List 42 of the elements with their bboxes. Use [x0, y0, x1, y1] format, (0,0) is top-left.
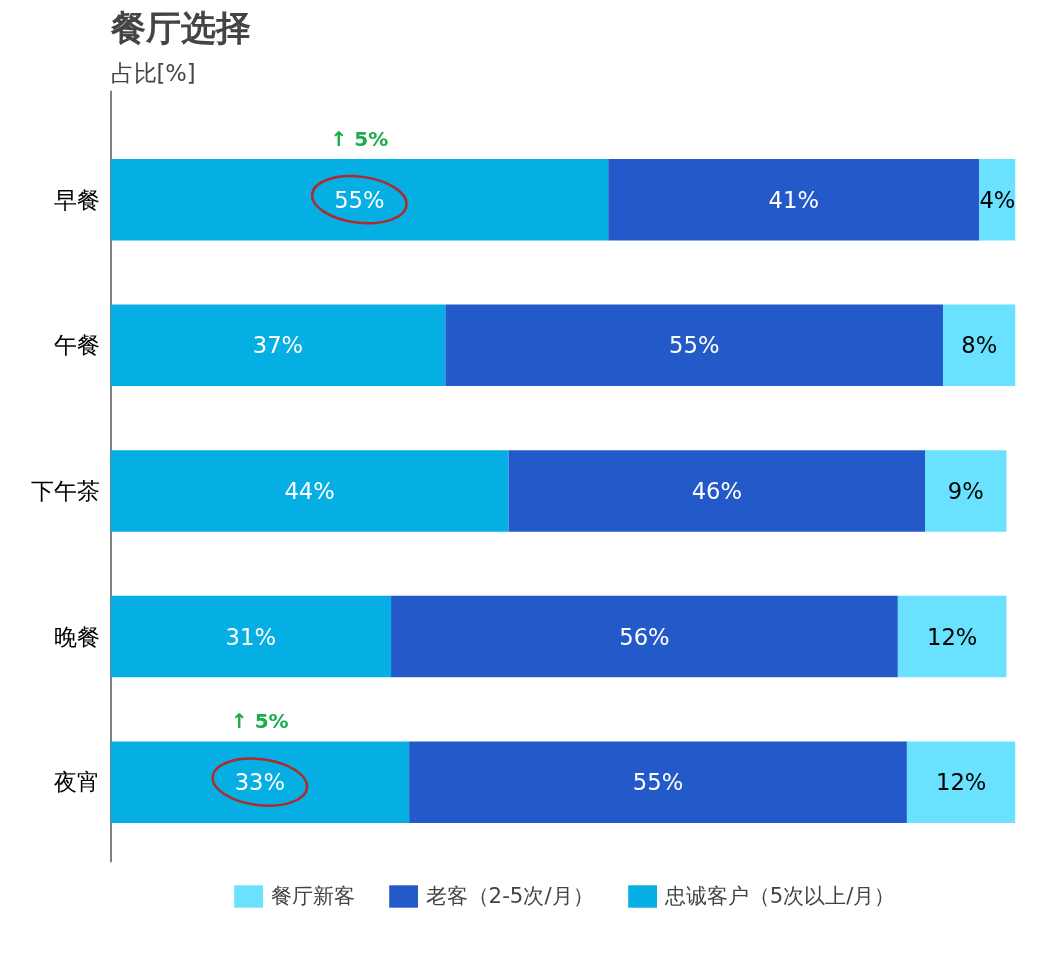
- data-label: 55%: [334, 186, 385, 213]
- bar: [110, 741, 410, 823]
- legend-label: 忠诚客户（5次以上/月）: [664, 882, 896, 910]
- data-label: 44%: [284, 477, 335, 504]
- data-label: 55%: [632, 769, 684, 796]
- data-label: 9%: [947, 477, 984, 504]
- data-label: 56%: [619, 623, 670, 650]
- annotation: ↑ 5%: [230, 709, 289, 734]
- y-tick-label: 晚餐: [53, 623, 100, 650]
- bar: [391, 595, 898, 678]
- bar: [925, 450, 1007, 532]
- data-label: 31%: [225, 623, 276, 650]
- bar: [608, 158, 980, 241]
- legend-label: 餐厅新客: [270, 882, 355, 910]
- data-label: 12%: [926, 623, 978, 650]
- y-tick-label: 早餐: [53, 186, 100, 213]
- bar: [445, 304, 944, 387]
- bar: [906, 741, 1016, 823]
- y-tick-label: 下午茶: [30, 477, 100, 504]
- bar: [943, 304, 1016, 387]
- bar: [508, 450, 925, 532]
- data-label: 12%: [936, 769, 987, 796]
- y-tick-label: 午餐: [53, 332, 100, 359]
- data-label: 4%: [979, 186, 1016, 213]
- bar: [409, 741, 907, 823]
- data-label: 8%: [961, 332, 998, 359]
- annotation: ↑ 5%: [330, 126, 389, 151]
- bar: [110, 450, 509, 532]
- data-label: 37%: [252, 332, 304, 359]
- data-label: 46%: [691, 477, 743, 504]
- chart-title: 餐厅选择: [109, 7, 251, 48]
- bar: [110, 595, 392, 678]
- y-axis-title: 占比[%]: [110, 59, 196, 86]
- legend-label: 老客（2-5次/月）: [425, 882, 594, 910]
- y-tick-label: 夜宵: [53, 769, 100, 796]
- data-label: 55%: [669, 332, 720, 359]
- bar: [897, 595, 1007, 678]
- data-label: 33%: [234, 769, 286, 796]
- bar: [979, 158, 1016, 241]
- bar: [110, 158, 609, 241]
- bar: [110, 304, 446, 387]
- data-label: 41%: [768, 186, 819, 213]
